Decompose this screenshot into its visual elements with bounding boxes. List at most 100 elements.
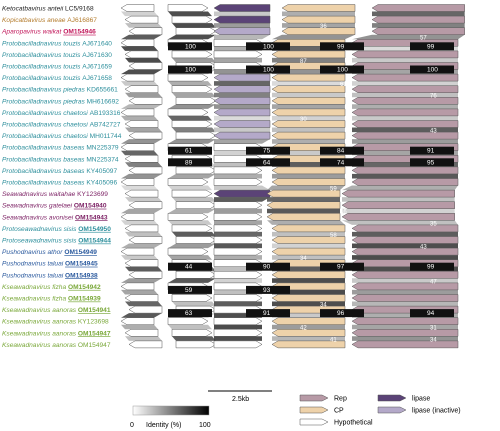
gene-arrow-rep (371, 15, 465, 24)
gene-arrow-cp (271, 236, 346, 244)
identity-min-label: 0 (130, 422, 134, 429)
gene-arrow-rep (351, 329, 459, 337)
identity-link (352, 173, 458, 179)
identity-value: 35 (430, 221, 437, 227)
identity-link (125, 336, 162, 341)
identity-value: 87 (300, 59, 307, 65)
species-name: Protobacilladnavirus baseas (2, 180, 86, 187)
gene-arrow-hypothetical (128, 166, 163, 175)
gene-arrow-lipase (213, 15, 271, 24)
gene-arrow-hypothetical (128, 236, 163, 244)
identity-band (320, 262, 364, 271)
identity-link (121, 173, 162, 179)
gene-arrow-lipase-inactive (213, 73, 271, 82)
identity-link (214, 220, 262, 225)
identity-link (121, 255, 158, 260)
identity-link (125, 162, 162, 167)
identity-value: 63 (185, 310, 193, 317)
identity-band (168, 262, 212, 271)
gene-arrow-rep (351, 120, 459, 128)
gene-arrow-hypothetical (175, 166, 217, 175)
gene-arrow-hypothetical (128, 62, 163, 70)
identity-link (168, 243, 216, 249)
genome-label: Kseawadnavirus aanoras OM154947 (2, 342, 111, 349)
identity-band (168, 285, 212, 294)
gene-arrow-hypothetical (124, 294, 159, 302)
gene-arrow-hypothetical (175, 271, 217, 279)
legend: Rep CP Hypothetical lipase lipase (inactive) (299, 394, 461, 427)
identity-band (246, 158, 290, 167)
genome-label: Protobacilladnavirus touzis AJ671640 (2, 40, 112, 47)
species-name: Seawadnavirus avonisei (2, 214, 75, 221)
identity-link (272, 324, 345, 330)
identity-link (352, 243, 458, 249)
identity-value: 44 (185, 264, 193, 271)
identity-link (168, 104, 216, 109)
identity-links (121, 11, 465, 341)
identity-link (214, 127, 270, 133)
identity-link (125, 301, 162, 307)
identity-link (272, 127, 345, 133)
identity-link (168, 185, 212, 191)
identity-link (272, 92, 345, 98)
gene-arrow-rep (351, 317, 459, 325)
gene-arrow-hypothetical (124, 329, 159, 337)
identity-link (214, 23, 270, 28)
identity-link (168, 34, 216, 40)
accession: AB742727 (90, 122, 121, 129)
accession: OM154950 (78, 226, 111, 233)
genome-label: Protoseawadnavirus sisis OM154950 (2, 226, 111, 233)
gene-arrow-hypothetical (213, 224, 263, 233)
accession: MH616692 (87, 98, 120, 105)
gene-arrow-rep (341, 189, 455, 198)
gene-arrow-hypothetical (213, 213, 263, 221)
identity-link (125, 57, 162, 63)
species-name: Pushodnavirus taluai (2, 272, 65, 279)
gene-arrow-rep (351, 294, 459, 302)
identity-link (125, 266, 162, 272)
gene-arrow-cp (281, 4, 356, 12)
identity-value: 99 (337, 43, 345, 50)
legend-label: CP (334, 408, 344, 415)
gene-arrow-cp (271, 329, 346, 337)
identity-link (267, 185, 345, 191)
genome-label: Protobacilladnavirus baseas MN225374 (2, 156, 119, 163)
identity-value: 31 (430, 326, 437, 332)
gene-arrow-rep (371, 4, 465, 12)
identity-value: 61 (185, 148, 193, 155)
gene-arrow-cp (271, 294, 346, 302)
gene-arrow-hypothetical (213, 166, 263, 175)
identity-band (168, 146, 212, 155)
accession: AJ671630 (82, 52, 112, 59)
identity-link (121, 324, 158, 330)
accession: OM154938 (65, 272, 98, 279)
gene-arrow-hypothetical (171, 120, 213, 128)
species-name: Protobacilladnavirus chaetosi (2, 110, 90, 117)
accession: MN225379 (86, 145, 119, 152)
gene-arrow-hypothetical (120, 108, 155, 117)
identity-band (410, 309, 454, 318)
identity-gradient-bar (132, 405, 210, 416)
identity-band (168, 309, 212, 318)
identity-value: 47 (430, 279, 437, 285)
gene-arrow-hypothetical (120, 213, 155, 221)
identity-link (214, 197, 270, 202)
species-name: Kseawadnavirus fizha (2, 296, 68, 303)
identity-link (121, 278, 162, 283)
genome-label: Protobacilladnavirus touzis AJ671659 (2, 64, 112, 71)
species-name: Kseawadnavirus aanoras (2, 342, 78, 349)
accession: AJ671658 (82, 75, 112, 82)
identity-link (125, 231, 162, 237)
identity-link (168, 278, 216, 283)
accession: MN225374 (86, 156, 119, 163)
gene-arrow-hypothetical (171, 15, 213, 24)
gene-arrow-hypothetical (124, 50, 159, 59)
gene-arrow-lipase (213, 4, 271, 12)
identity-link (214, 104, 270, 109)
gene-arrow-hypothetical (171, 85, 213, 93)
gene-arrow-rep (351, 271, 459, 279)
species-name: Kseawadnavirus fizha (2, 284, 68, 291)
gene-arrow-hypothetical (124, 224, 159, 233)
identity-value: 95 (427, 159, 435, 166)
gene-arrow-hypothetical (171, 50, 213, 59)
